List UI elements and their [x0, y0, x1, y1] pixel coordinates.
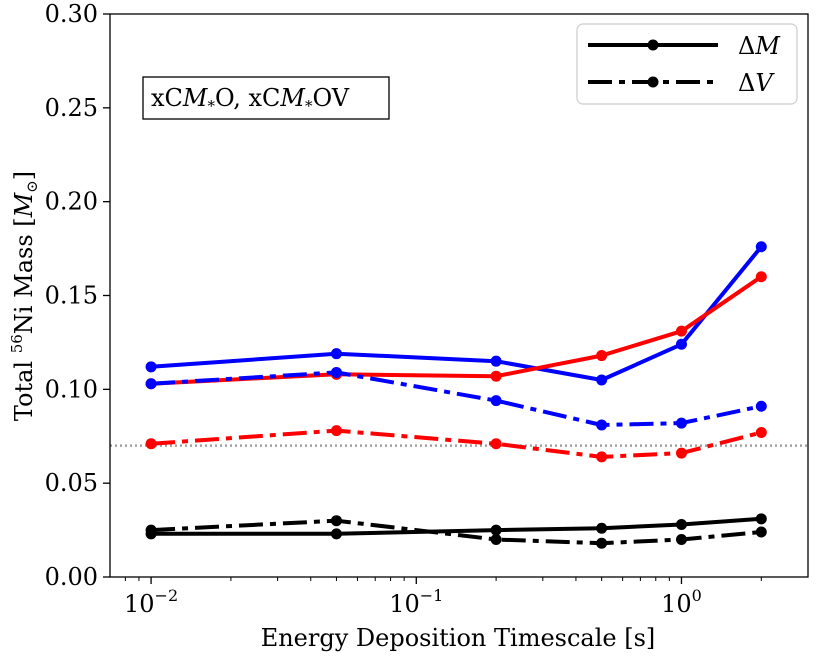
series-layer	[145, 241, 767, 549]
series-4-point-1	[330, 528, 342, 540]
x-tick-label-1: 10−1	[389, 586, 443, 618]
series-3	[145, 425, 767, 463]
series-4	[145, 513, 767, 540]
y-tick-label-0: 0.00	[45, 563, 98, 591]
y-tick-label-5: 0.25	[45, 94, 98, 122]
series-2-point-5	[755, 400, 767, 412]
series-5-point-0	[145, 524, 157, 536]
series-2	[145, 366, 767, 431]
series-line-3	[150, 428, 762, 459]
legend-label-delta-m: ΔM	[738, 32, 781, 60]
y-axis-title: Total 56Ni Mass [M⊙]	[8, 171, 41, 421]
series-line-1	[150, 275, 763, 386]
series-2-point-0	[145, 378, 157, 390]
series-2-point-2	[490, 395, 502, 407]
series-1-point-4	[675, 325, 687, 337]
series-line-2	[150, 370, 762, 427]
series-3-point-2	[490, 438, 502, 450]
series-3-point-3	[596, 451, 608, 463]
series-2-point-3	[596, 419, 608, 431]
series-line-5	[150, 518, 762, 546]
series-1-point-2	[490, 370, 502, 382]
series-0-point-5	[755, 241, 767, 253]
series-5-point-3	[596, 537, 608, 549]
y-tick-label-2: 0.10	[45, 375, 98, 403]
series-2-point-1	[330, 366, 342, 378]
y-tick-label-6: 0.30	[45, 0, 98, 28]
annotation-text: xCM*O, xCM*OV	[151, 84, 350, 115]
x-tick-label-0: 10−2	[124, 586, 178, 618]
series-2-point-4	[675, 417, 687, 429]
series-3-point-1	[330, 425, 342, 437]
series-0	[145, 241, 767, 386]
series-5	[145, 515, 767, 549]
series-5-point-2	[490, 533, 502, 545]
series-1-point-5	[755, 271, 767, 283]
x-axis-title: Energy Deposition Timescale [s]	[261, 624, 656, 652]
series-0-point-4	[675, 338, 687, 350]
y-tick-label-4: 0.20	[45, 188, 98, 216]
series-5-point-5	[755, 526, 767, 538]
series-0-point-1	[330, 348, 342, 360]
series-line-4	[151, 516, 762, 536]
series-5-point-1	[330, 515, 342, 527]
y-tick-label-3: 0.15	[45, 282, 98, 310]
legend-label-delta-v: ΔV	[738, 69, 775, 97]
series-3-point-4	[675, 447, 687, 459]
series-4-point-5	[755, 513, 767, 525]
series-line-0	[150, 245, 763, 382]
series-3-point-5	[755, 426, 767, 438]
series-0-point-3	[596, 374, 608, 386]
annotation-box: xCM*O, xCM*OV	[142, 76, 390, 120]
series-0-point-2	[490, 355, 502, 367]
series-1-point-3	[596, 350, 608, 362]
annotation-frame	[142, 76, 390, 120]
series-4-point-3	[596, 522, 608, 534]
legend-marker-solid	[647, 39, 659, 51]
series-0-point-0	[145, 361, 157, 373]
series-1	[145, 271, 767, 390]
series-5-point-4	[675, 533, 687, 545]
y-tick-label-1: 0.05	[45, 469, 98, 497]
series-4-point-2	[490, 524, 502, 536]
x-tick-label-2: 100	[661, 586, 702, 618]
ticks-layer: 0.00 0.05 0.10 0.15 0.20 0.25 0.30 10−2 10−1 100	[45, 0, 762, 618]
legend-marker-dashdot	[647, 76, 659, 88]
series-4-point-4	[675, 518, 687, 530]
legend: ΔM ΔV	[576, 23, 798, 105]
series-3-point-0	[145, 438, 157, 450]
